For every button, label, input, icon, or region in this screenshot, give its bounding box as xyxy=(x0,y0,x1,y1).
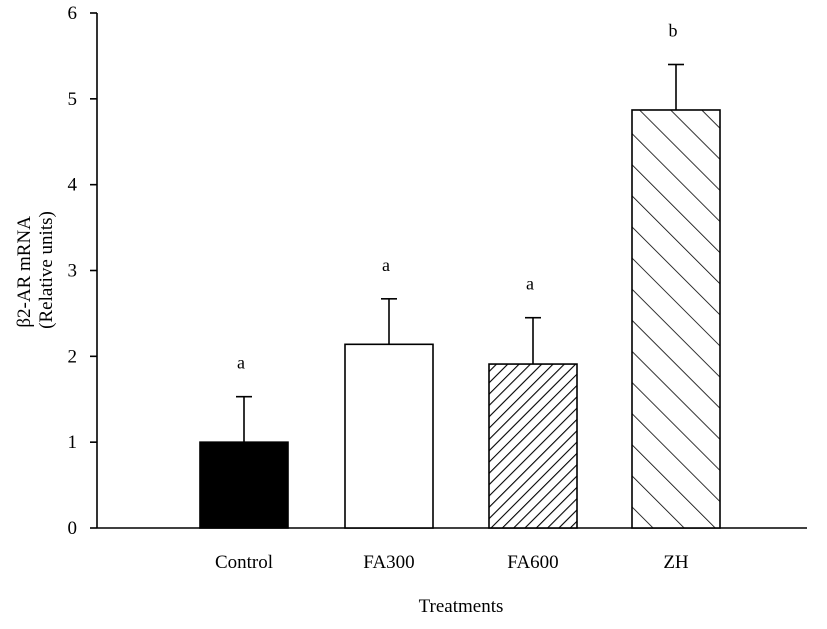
y-tick-label: 1 xyxy=(68,432,78,453)
y-tick-label: 6 xyxy=(68,3,78,24)
y-tick-label: 4 xyxy=(68,175,78,196)
y-axis-title-line2: (Relative units) xyxy=(36,211,57,329)
x-axis-title: Treatments xyxy=(419,596,504,617)
bar-fa300 xyxy=(344,343,434,529)
y-tick-label: 3 xyxy=(68,261,78,282)
bar-control xyxy=(199,441,289,529)
x-tick-label: FA600 xyxy=(507,552,558,573)
significance-letter: a xyxy=(382,255,390,275)
x-tick-label: Control xyxy=(215,552,273,573)
labels: Treatments β2-AR mRNA (Relative units) a… xyxy=(14,21,689,618)
bars xyxy=(199,63,721,529)
significance-letter: a xyxy=(237,353,245,373)
y-tick-label: 5 xyxy=(68,89,78,110)
x-tick-label: FA300 xyxy=(363,552,414,573)
bar-fa600 xyxy=(488,363,578,529)
x-tick-label: ZH xyxy=(663,552,689,573)
significance-letter: b xyxy=(669,21,678,41)
significance-letter: a xyxy=(526,274,534,294)
y-axis-title-line1: β2-AR mRNA xyxy=(14,216,35,328)
y-axis-title: β2-AR mRNA (Relative units) xyxy=(14,211,57,329)
y-tick-label: 2 xyxy=(68,346,78,367)
y-tick-label: 0 xyxy=(68,518,78,539)
bar-zh xyxy=(631,109,721,529)
